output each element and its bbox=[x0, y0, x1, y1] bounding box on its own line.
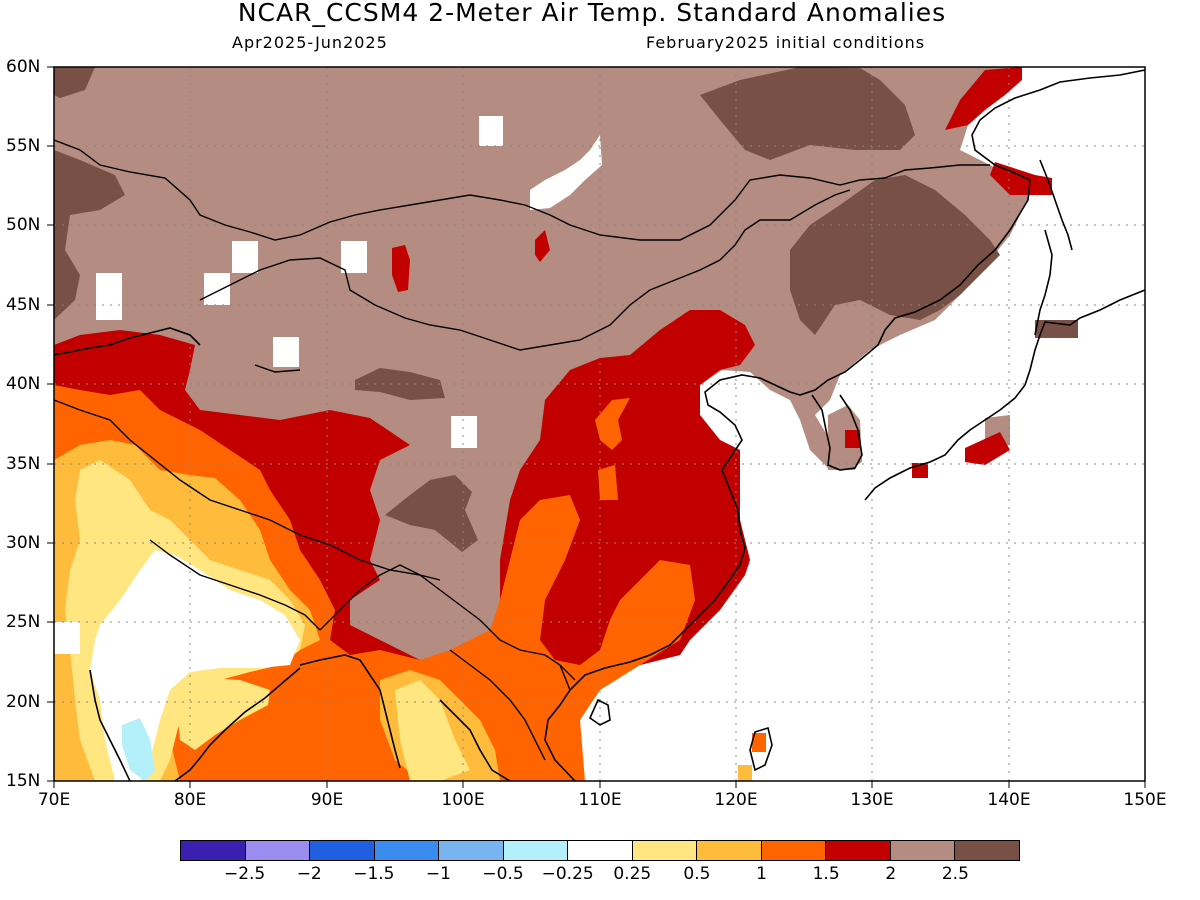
lon-label: 130E bbox=[850, 790, 894, 810]
colorbar-label: −2.5 bbox=[223, 864, 266, 884]
warm-anomaly-yellow-2 bbox=[395, 680, 470, 781]
lon-label: 90E bbox=[310, 790, 344, 810]
colorbar-label: −0.25 bbox=[541, 864, 594, 884]
lake-patch bbox=[479, 116, 503, 146]
lon-label: 100E bbox=[441, 790, 485, 810]
lat-label: 60N bbox=[6, 57, 41, 77]
forecast-period: Apr2025-Jun2025 bbox=[232, 33, 388, 52]
colorbar-label: −2 bbox=[296, 864, 322, 884]
colorbar-label: −0.5 bbox=[482, 864, 524, 884]
warm-anomaly-orange-3 bbox=[598, 465, 618, 500]
mongolia-red-patch-2 bbox=[535, 230, 550, 262]
colorbar-swatch bbox=[310, 841, 375, 860]
lat-label: 45N bbox=[6, 295, 41, 315]
cool-anomaly-cyan bbox=[122, 718, 155, 781]
colorbar-label: 0.5 bbox=[683, 864, 711, 884]
lon-label: 120E bbox=[714, 790, 758, 810]
colorbar-swatch bbox=[632, 841, 698, 860]
colorbar-label: −1 bbox=[425, 864, 451, 884]
axis-ticks bbox=[47, 66, 1146, 788]
colorbar-label: 2.5 bbox=[941, 864, 969, 884]
baikal-lake bbox=[530, 135, 602, 210]
dark-anomaly-baikal bbox=[700, 67, 915, 160]
colorbar-swatch bbox=[761, 841, 827, 860]
country-borders bbox=[54, 139, 990, 761]
lon-label: 140E bbox=[987, 790, 1031, 810]
lat-label: 30N bbox=[6, 533, 41, 553]
lake-patch bbox=[341, 241, 367, 273]
lake-patch bbox=[204, 273, 230, 305]
colorbar-label: −1.5 bbox=[353, 864, 395, 884]
colorbar-swatch bbox=[697, 841, 762, 860]
colorbar-swatch bbox=[439, 841, 504, 860]
initial-conditions: February2025 initial conditions bbox=[646, 33, 926, 52]
lon-label: 150E bbox=[1123, 790, 1167, 810]
lake-patch bbox=[54, 622, 80, 654]
colorbar bbox=[180, 840, 1020, 861]
lake-patch bbox=[451, 416, 477, 448]
colorbar-swatch bbox=[955, 841, 1019, 860]
colorbar-label: 1.5 bbox=[812, 864, 840, 884]
colorbar-label: 1 bbox=[756, 864, 767, 884]
colorbar-label: 0.25 bbox=[613, 864, 652, 884]
colorbar-swatch bbox=[374, 841, 440, 860]
korea-anomaly-red bbox=[845, 430, 860, 448]
lon-label: 80E bbox=[173, 790, 207, 810]
colorbar-swatch bbox=[503, 841, 569, 860]
colorbar-label: 2 bbox=[885, 864, 897, 884]
lake-patch bbox=[232, 241, 258, 273]
map-title: NCAR_CCSM4 2-Meter Air Temp. Standard An… bbox=[237, 0, 947, 27]
okhotsk-anomaly bbox=[945, 67, 1022, 130]
near-normal-india bbox=[90, 550, 300, 781]
lat-label: 35N bbox=[6, 454, 41, 474]
lat-label: 55N bbox=[6, 136, 41, 156]
colorbar-swatch bbox=[826, 841, 891, 860]
lat-label: 25N bbox=[6, 612, 41, 632]
mongolia-red-patch bbox=[392, 245, 410, 292]
india-yellow-patch bbox=[175, 678, 270, 750]
sakhalin-anomaly bbox=[990, 162, 1052, 195]
dark-anomaly-sichuan bbox=[385, 475, 478, 552]
lat-label: 20N bbox=[6, 692, 41, 712]
lake-patch bbox=[96, 273, 122, 320]
warm-anomaly-orange-2 bbox=[595, 398, 630, 450]
lat-label: 50N bbox=[6, 215, 41, 235]
philippines-anomaly bbox=[738, 765, 752, 781]
dark-anomaly-northwest bbox=[54, 150, 125, 320]
dark-anomaly-northwest-2 bbox=[54, 67, 95, 98]
lon-label: 110E bbox=[578, 790, 622, 810]
colorbar-swatch bbox=[181, 841, 246, 860]
colorbar-swatch bbox=[568, 841, 633, 860]
lon-label: 70E bbox=[37, 790, 71, 810]
anomaly-fields bbox=[54, 67, 1145, 781]
lat-label: 15N bbox=[6, 771, 41, 791]
lat-label: 40N bbox=[6, 374, 41, 394]
colorbar-swatch bbox=[890, 841, 956, 860]
coastlines bbox=[54, 69, 1145, 781]
colorbar-swatch bbox=[245, 841, 311, 860]
taiwan-anomaly bbox=[752, 733, 766, 752]
grid-lines bbox=[54, 67, 1145, 781]
japan-anomaly-red bbox=[965, 432, 1010, 465]
lake-patch bbox=[273, 337, 299, 367]
